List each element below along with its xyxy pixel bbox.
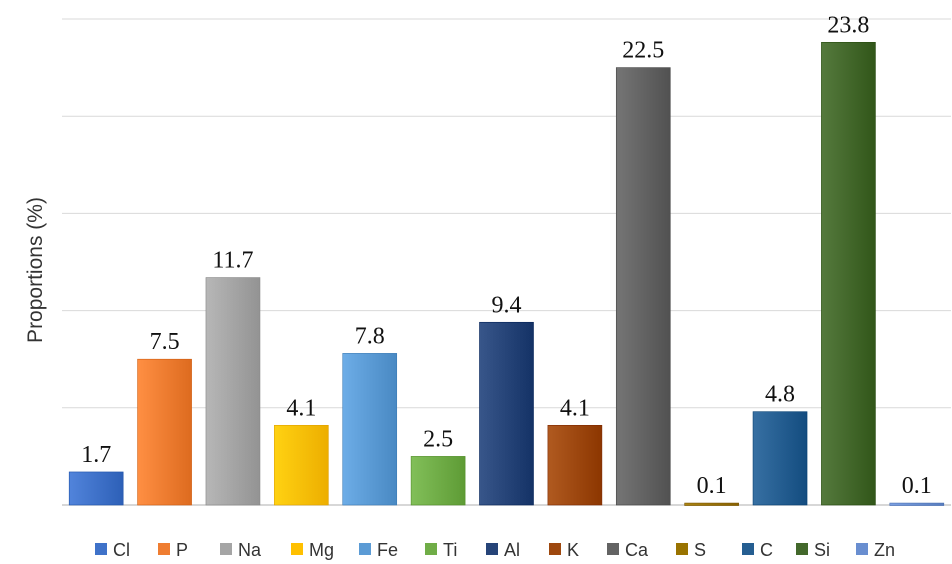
legend-item-k: K bbox=[549, 540, 579, 560]
legend-item-zn: Zn bbox=[856, 540, 895, 560]
bar-cl bbox=[68, 471, 124, 506]
value-label-zn: 0.1 bbox=[902, 473, 932, 499]
bar-si bbox=[821, 42, 876, 506]
bars bbox=[68, 42, 945, 506]
legend-label-mg: Mg bbox=[309, 540, 334, 560]
legend-item-na: Na bbox=[220, 540, 262, 560]
legend-item-si: Si bbox=[796, 540, 830, 560]
value-label-mg: 4.1 bbox=[286, 395, 316, 421]
value-label-ca: 22.5 bbox=[622, 38, 664, 64]
bar-zn bbox=[889, 502, 945, 506]
legend-label-p: P bbox=[176, 540, 188, 560]
bar-mg bbox=[274, 424, 329, 506]
value-label-ti: 2.5 bbox=[423, 426, 453, 452]
value-label-fe: 7.8 bbox=[355, 323, 385, 349]
value-label-na: 11.7 bbox=[212, 248, 253, 274]
legend-item-ti: Ti bbox=[425, 540, 457, 560]
bar-na bbox=[205, 277, 261, 506]
bar-k bbox=[547, 424, 603, 506]
value-label-cl: 1.7 bbox=[81, 442, 111, 468]
legend-label-k: K bbox=[567, 540, 579, 560]
legend-label-s: S bbox=[694, 540, 706, 560]
legend-swatch-na bbox=[220, 543, 232, 555]
legend-label-ti: Ti bbox=[443, 540, 457, 560]
legend-item-s: S bbox=[676, 540, 706, 560]
legend-item-p: P bbox=[158, 540, 188, 560]
value-label-c: 4.8 bbox=[765, 382, 795, 408]
legend-item-al: Al bbox=[486, 540, 520, 560]
value-label-s: 0.1 bbox=[697, 473, 727, 499]
legend-swatch-si bbox=[796, 543, 808, 555]
bar-s bbox=[684, 502, 739, 506]
legend: Cl P Na Mg Fe Ti Al K Ca S C Si Zn bbox=[95, 540, 895, 560]
legend-label-na: Na bbox=[238, 540, 262, 560]
value-labels: 1.7 7.5 11.7 4.1 7.8 2.5 9.4 4.1 22.5 0.1 4.8 23.8 0… bbox=[81, 12, 932, 499]
bar-fe bbox=[342, 353, 398, 506]
value-label-al: 9.4 bbox=[492, 292, 522, 318]
bar-c bbox=[752, 411, 808, 506]
legend-label-cl: Cl bbox=[113, 540, 130, 560]
bar-p bbox=[137, 358, 192, 506]
legend-label-si: Si bbox=[814, 540, 830, 560]
legend-swatch-ti bbox=[425, 543, 437, 555]
legend-swatch-k bbox=[549, 543, 561, 555]
legend-item-mg: Mg bbox=[291, 540, 334, 560]
legend-label-al: Al bbox=[504, 540, 520, 560]
legend-item-fe: Fe bbox=[359, 540, 398, 560]
legend-swatch-s bbox=[676, 543, 688, 555]
value-label-k: 4.1 bbox=[560, 395, 590, 421]
bar-al bbox=[479, 321, 534, 506]
legend-swatch-mg bbox=[291, 543, 303, 555]
y-axis-title: Proportions (%) bbox=[24, 197, 47, 343]
value-label-p: 7.5 bbox=[150, 329, 180, 355]
bar-ti bbox=[410, 456, 466, 506]
legend-item-cl: Cl bbox=[95, 540, 130, 560]
legend-label-fe: Fe bbox=[377, 540, 398, 560]
legend-item-ca: Ca bbox=[607, 540, 649, 560]
legend-swatch-fe bbox=[359, 543, 371, 555]
legend-label-c: C bbox=[760, 540, 773, 560]
legend-swatch-ca bbox=[607, 543, 619, 555]
legend-item-c: C bbox=[742, 540, 773, 560]
legend-swatch-zn bbox=[856, 543, 868, 555]
bar-ca bbox=[615, 67, 671, 506]
legend-swatch-cl bbox=[95, 543, 107, 555]
legend-swatch-al bbox=[486, 543, 498, 555]
value-label-si: 23.8 bbox=[827, 12, 869, 38]
legend-label-ca: Ca bbox=[625, 540, 649, 560]
legend-swatch-c bbox=[742, 543, 754, 555]
legend-label-zn: Zn bbox=[874, 540, 895, 560]
legend-swatch-p bbox=[158, 543, 170, 555]
